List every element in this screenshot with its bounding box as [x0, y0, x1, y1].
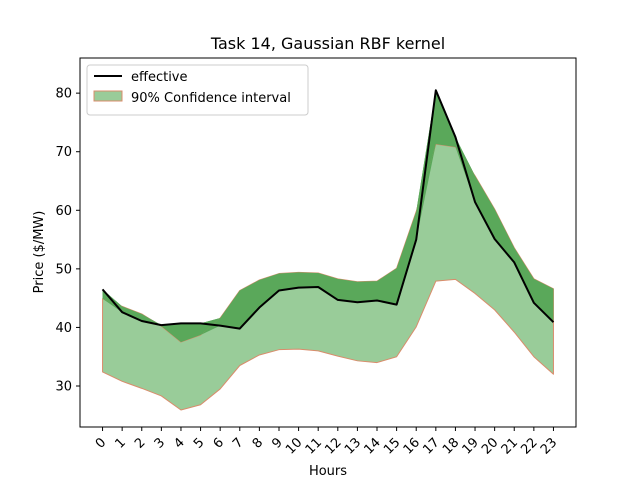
y-tick-label: 80: [55, 87, 72, 102]
legend-frame: [86, 64, 309, 116]
legend: effective 90% Confidence interval: [86, 64, 309, 116]
legend-confidence-label: 90% Confidence interval: [131, 91, 291, 106]
y-axis-label: Price ($/MW): [32, 211, 47, 294]
y-tick-label: 30: [55, 380, 72, 395]
legend-effective-label: effective: [131, 70, 188, 85]
y-tick-label: 40: [55, 321, 72, 336]
y-tick-label: 50: [55, 262, 72, 277]
axes-frame: [79, 57, 577, 428]
legend-confidence-swatch: [93, 90, 123, 102]
plot-area: [101, 89, 555, 411]
y-tick-label: 60: [55, 204, 72, 219]
y-tick-label: 70: [55, 145, 72, 160]
effective-line: [101, 89, 555, 330]
chart-title: Task 14, Gaussian RBF kernel: [210, 34, 445, 53]
x-axis-label: Hours: [309, 464, 347, 479]
